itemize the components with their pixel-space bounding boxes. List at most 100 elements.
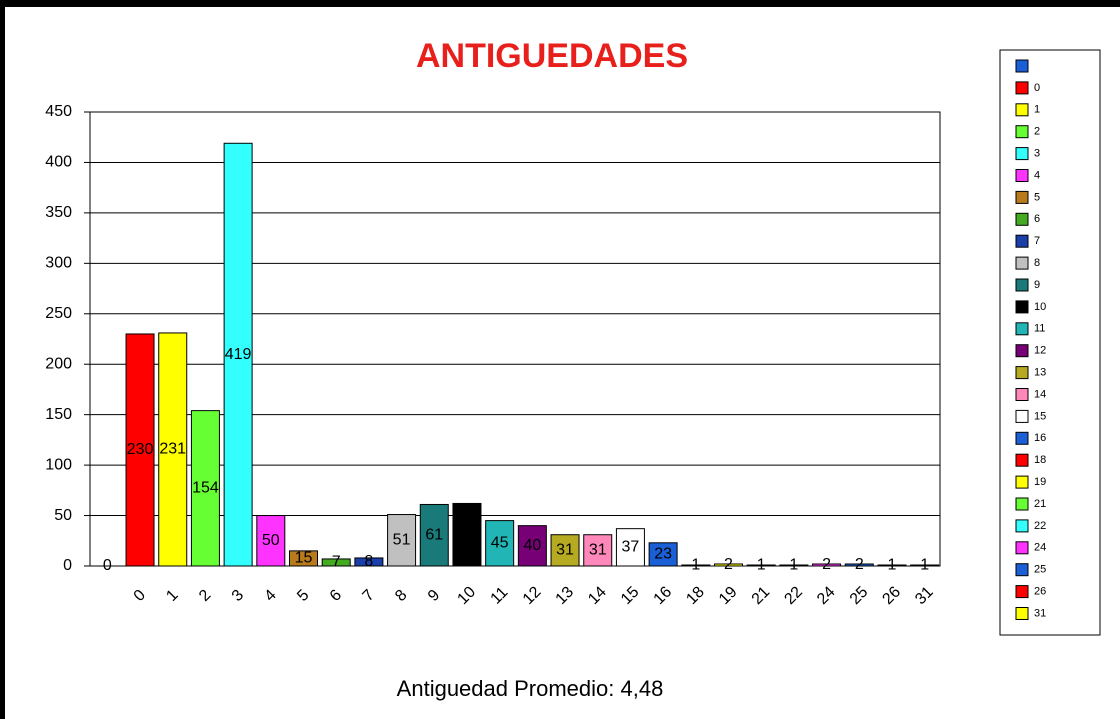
legend-label: 6 — [1034, 213, 1040, 225]
legend-swatch — [1015, 607, 1029, 620]
x-tick-label: 15 — [618, 583, 643, 608]
legend-swatch — [1015, 453, 1029, 467]
bar — [910, 564, 940, 567]
value-label: 1 — [920, 557, 929, 574]
left-border — [0, 0, 5, 719]
legend-swatch — [1015, 125, 1029, 139]
legend-label: 24 — [1034, 542, 1046, 554]
value-label: 8 — [364, 553, 373, 570]
bar — [812, 563, 842, 567]
legend-swatch — [1015, 409, 1029, 423]
legend-swatch — [1015, 300, 1029, 314]
legend-label: 22 — [1034, 520, 1046, 532]
x-tick-label: 31 — [912, 583, 937, 608]
legend-label: 15 — [1034, 410, 1046, 422]
value-label: 51 — [393, 531, 411, 548]
bar — [289, 550, 318, 567]
x-tick-label: 11 — [488, 584, 512, 608]
legend-label: 12 — [1034, 345, 1046, 357]
value-label: 50 — [262, 532, 280, 549]
bar — [714, 563, 743, 567]
bar — [877, 564, 907, 567]
value-label: 2 — [724, 556, 733, 573]
legend-label: 13 — [1034, 367, 1046, 379]
y-tick-label: 350 — [45, 204, 72, 221]
value-label: 23 — [654, 546, 672, 563]
bar — [681, 564, 711, 567]
legend-label: 14 — [1034, 388, 1046, 400]
bar — [746, 564, 776, 567]
value-label: 1 — [789, 557, 798, 574]
value-label: 419 — [225, 346, 252, 363]
value-label: 15 — [295, 550, 313, 567]
x-tick-label: 25 — [847, 583, 872, 608]
value-label: 0 — [103, 557, 112, 574]
x-tick-label: 8 — [392, 587, 410, 605]
bar — [158, 332, 188, 567]
x-tick-label: 14 — [585, 583, 610, 608]
legend-label: 16 — [1034, 432, 1046, 444]
value-label: 230 — [127, 441, 154, 458]
bar — [190, 410, 220, 567]
legend-swatch — [1015, 234, 1029, 248]
x-tick-label: 13 — [553, 583, 578, 608]
legend-label: 4 — [1034, 169, 1040, 181]
y-tick-label: 300 — [45, 255, 72, 272]
x-tick-label: 26 — [879, 583, 904, 608]
legend-label: 26 — [1034, 586, 1046, 598]
value-label: 37 — [622, 539, 640, 556]
top-border — [0, 0, 1120, 7]
x-tick-label: 18 — [683, 583, 708, 608]
bar — [485, 520, 515, 567]
legend-label: 1 — [1034, 104, 1040, 116]
bar — [321, 558, 351, 567]
legend-label: 25 — [1034, 564, 1046, 576]
value-label: 2 — [822, 556, 831, 573]
legend-swatch — [1015, 103, 1029, 117]
chart-title: ANTIGUEDADES — [416, 37, 688, 75]
x-tick-label: 21 — [749, 583, 774, 608]
bar — [615, 528, 645, 567]
value-label: 45 — [491, 535, 509, 552]
legend-label: 31 — [1034, 607, 1046, 619]
value-label: 61 — [425, 526, 443, 543]
x-tick-label: 1 — [163, 587, 181, 605]
bar — [517, 525, 547, 567]
legend-swatch — [1015, 256, 1029, 270]
legend-swatch — [1015, 519, 1029, 533]
bar — [223, 142, 253, 567]
legend-swatch — [1015, 497, 1029, 511]
legend-label: 7 — [1034, 235, 1040, 247]
legend-swatch — [1015, 431, 1029, 445]
x-tick-label: 7 — [360, 587, 378, 605]
legend-swatch — [1015, 147, 1029, 161]
legend-swatch — [1015, 59, 1029, 73]
y-tick-label: 400 — [45, 154, 72, 171]
value-label: 1 — [757, 557, 766, 574]
value-label: 7 — [332, 554, 341, 571]
legend-swatch — [1015, 541, 1029, 555]
bar — [125, 333, 155, 567]
bar — [387, 514, 417, 567]
x-tick-label: 16 — [651, 583, 676, 608]
x-tick-label: 3 — [229, 587, 247, 605]
value-label: 1 — [888, 557, 897, 574]
legend-swatch — [1015, 388, 1029, 401]
bar — [550, 534, 580, 567]
y-tick-label: 0 — [63, 557, 72, 574]
bar — [648, 542, 678, 567]
value-label: 231 — [159, 441, 186, 458]
bar — [354, 557, 384, 567]
y-tick-label: 50 — [54, 507, 72, 524]
x-tick-label: 4 — [261, 587, 279, 605]
x-tick-label: 5 — [294, 587, 312, 605]
value-label: 2 — [855, 556, 864, 573]
legend-swatch — [1015, 475, 1029, 489]
legend-swatch — [1015, 322, 1029, 336]
legend-label: 9 — [1034, 279, 1040, 291]
bar — [583, 534, 613, 567]
y-tick-label: 100 — [45, 456, 72, 473]
legend-swatch — [1015, 278, 1029, 292]
legend-box — [999, 49, 1101, 636]
